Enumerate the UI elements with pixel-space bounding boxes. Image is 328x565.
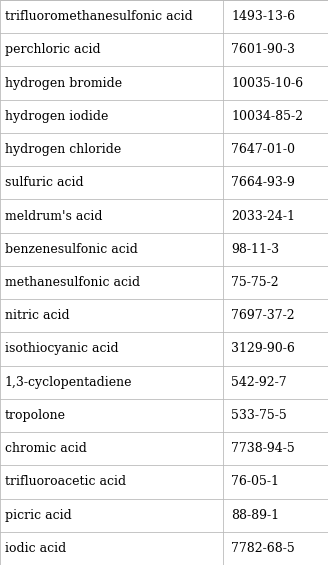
Text: 7664-93-9: 7664-93-9 [231,176,295,189]
Text: 7738-94-5: 7738-94-5 [231,442,295,455]
Text: picric acid: picric acid [5,508,72,521]
Text: iodic acid: iodic acid [5,542,66,555]
Text: 7782-68-5: 7782-68-5 [231,542,295,555]
Text: 75-75-2: 75-75-2 [231,276,279,289]
Text: 7647-01-0: 7647-01-0 [231,143,295,156]
Text: hydrogen bromide: hydrogen bromide [5,77,122,90]
Text: chromic acid: chromic acid [5,442,87,455]
Text: 10035-10-6: 10035-10-6 [231,77,303,90]
Text: 88-89-1: 88-89-1 [231,508,279,521]
Text: benzenesulfonic acid: benzenesulfonic acid [5,243,138,256]
Text: methanesulfonic acid: methanesulfonic acid [5,276,140,289]
Text: 7601-90-3: 7601-90-3 [231,44,295,57]
Text: hydrogen iodide: hydrogen iodide [5,110,108,123]
Text: 2033-24-1: 2033-24-1 [231,210,295,223]
Text: 1493-13-6: 1493-13-6 [231,10,296,23]
Text: 3129-90-6: 3129-90-6 [231,342,295,355]
Text: trifluoroacetic acid: trifluoroacetic acid [5,475,126,488]
Text: trifluoromethanesulfonic acid: trifluoromethanesulfonic acid [5,10,193,23]
Text: hydrogen chloride: hydrogen chloride [5,143,121,156]
Text: 76-05-1: 76-05-1 [231,475,279,488]
Text: tropolone: tropolone [5,409,66,422]
Text: 98-11-3: 98-11-3 [231,243,279,256]
Text: perchloric acid: perchloric acid [5,44,101,57]
Text: 542-92-7: 542-92-7 [231,376,287,389]
Text: nitric acid: nitric acid [5,309,70,322]
Text: 1,3-cyclopentadiene: 1,3-cyclopentadiene [5,376,133,389]
Text: meldrum's acid: meldrum's acid [5,210,102,223]
Text: sulfuric acid: sulfuric acid [5,176,84,189]
Text: 10034-85-2: 10034-85-2 [231,110,303,123]
Text: 533-75-5: 533-75-5 [231,409,287,422]
Text: isothiocyanic acid: isothiocyanic acid [5,342,118,355]
Text: 7697-37-2: 7697-37-2 [231,309,295,322]
